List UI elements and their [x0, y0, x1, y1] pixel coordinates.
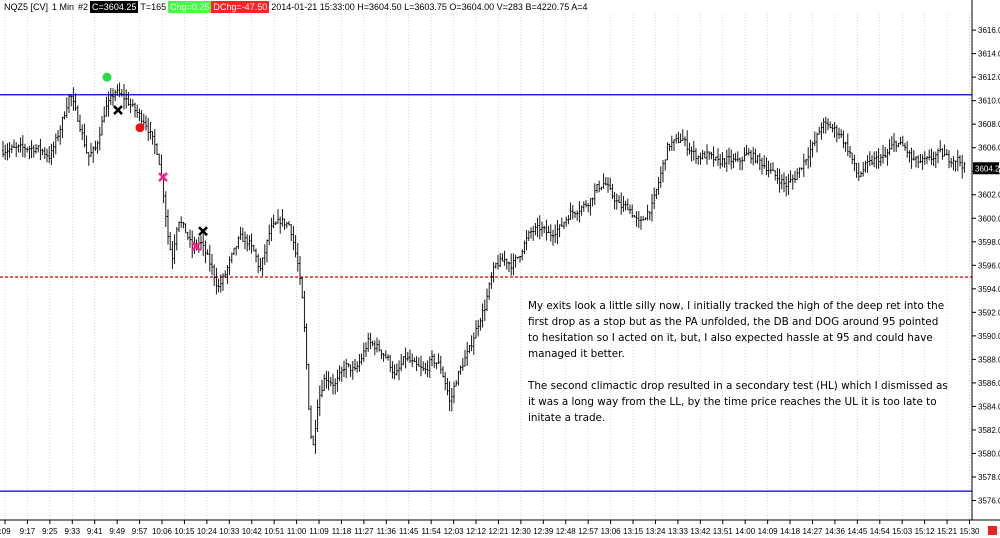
time-tick-label: :09 — [0, 527, 11, 536]
symbol-label: NQZ5 [CV] — [4, 2, 49, 12]
time-tick-label: 13:06 — [601, 527, 622, 536]
black-exit-cross — [113, 105, 123, 115]
price-tick-label: 3578.00 — [978, 473, 1000, 482]
time-tick-label: 14:27 — [802, 527, 823, 536]
time-tick-label: 12:48 — [556, 527, 577, 536]
time-tick-label: 10:15 — [174, 527, 195, 536]
change-value: Chg=0.25 — [168, 1, 212, 13]
price-tick-label: 3596.00 — [978, 261, 1000, 270]
chart-info-bar: NQZ5 [CV] 1 Min #2 C=3604.25 T=165 Chg=0… — [2, 1, 588, 13]
time-tick-label: 12:03 — [444, 527, 465, 536]
time-tick-label: 11:00 — [287, 527, 307, 536]
daily-change-value: DChg=-47.50 — [211, 1, 270, 13]
time-tick-label: 9:25 — [42, 527, 58, 536]
candlestick-series — [2, 82, 966, 454]
time-tick-label: 13:15 — [623, 527, 644, 536]
trade-annotation: My exits look a little silly now, I init… — [528, 298, 948, 442]
close-value: C=3604.25 — [90, 1, 139, 13]
time-tick-label: 9:17 — [20, 527, 36, 536]
price-tick-label: 3580.00 — [978, 449, 1000, 458]
time-axis[interactable]: :09 9:17 9:25 9:33 9:41 9:49 9:57 10:06 10:15 10:… — [0, 519, 1000, 536]
price-tick-label: 3582.00 — [978, 426, 1000, 435]
time-tick-label: 15:03 — [892, 527, 913, 536]
time-tick-label: 12:12 — [466, 527, 487, 536]
red-entry-dot — [135, 123, 145, 133]
black-exit-cross — [198, 226, 208, 237]
trade-markers — [102, 72, 208, 252]
time-tick-label: 10:42 — [242, 527, 263, 536]
time-tick-label: 14:18 — [780, 527, 801, 536]
time-tick-label: 14:54 — [870, 527, 891, 536]
horizontal-lines — [0, 94, 972, 492]
time-tick-label: 9:33 — [65, 527, 81, 536]
time-tick-label: 10:51 — [264, 527, 285, 536]
time-tick-label: 12:21 — [488, 527, 509, 536]
annotation-paragraph-2: The second climactic drop resulted in a … — [528, 380, 948, 424]
price-tick-label: 3588.00 — [978, 355, 1000, 364]
time-tick-label: 9:57 — [132, 527, 148, 536]
time-tick-label: 12:57 — [578, 527, 599, 536]
green-entry-dot — [102, 72, 112, 82]
time-tick-label: 14:45 — [847, 527, 868, 536]
time-tick-label: 11:54 — [421, 527, 441, 536]
price-tick-label: 3608.00 — [978, 120, 1000, 129]
price-tick-label: 3594.00 — [978, 285, 1000, 294]
annotation-paragraph-1: My exits look a little silly now, I init… — [528, 300, 945, 360]
alert-indicator-icon[interactable] — [988, 526, 997, 535]
price-tick-label: 3590.00 — [978, 332, 1000, 341]
cross-stroke — [198, 226, 208, 237]
cross-stroke — [158, 172, 168, 182]
time-tick-label: 12:39 — [533, 527, 554, 536]
cross-stroke — [191, 241, 201, 252]
price-tick-label: 3598.00 — [978, 238, 1000, 247]
time-tick-label: 13:51 — [713, 527, 734, 536]
price-tick-label: 3602.00 — [978, 191, 1000, 200]
time-tick-label: 12:30 — [511, 527, 532, 536]
chart-grid — [4, 14, 970, 520]
time-tick-label: 15:12 — [915, 527, 936, 536]
time-tick-label: 14:00 — [735, 527, 756, 536]
time-tick-label: 9:49 — [109, 527, 125, 536]
time-tick-label: 13:24 — [645, 527, 666, 536]
time-tick-label: 13:33 — [668, 527, 689, 536]
time-tick-label: 11:09 — [309, 527, 329, 536]
interval-label: 1 Min — [52, 2, 75, 12]
time-tick-label: 10:33 — [219, 527, 240, 536]
time-tick-label: 10:06 — [152, 527, 173, 536]
time-tick-label: 15:21 — [937, 527, 958, 536]
pink-exit-cross — [158, 172, 168, 182]
price-tick-label: 3606.00 — [978, 144, 1000, 153]
price-tick-label: 3600.00 — [978, 214, 1000, 223]
time-tick-label: 14:09 — [758, 527, 779, 536]
time-tick-label: 14:36 — [825, 527, 846, 536]
price-axis[interactable]: 3576.00 3578.00 3580.00 3582.00 3584.00 3586.… — [971, 0, 1000, 520]
time-tick-label: 13:42 — [690, 527, 711, 536]
last-price-label: 3604.25 — [975, 164, 1000, 173]
time-tick-label: 10:24 — [197, 527, 218, 536]
bar-stats: 2014-01-21 15:33:00 H=3604.50 L=3603.75 … — [271, 2, 588, 12]
time-tick-label: 15:30 — [959, 527, 980, 536]
last-price-badge — [973, 162, 999, 175]
pink-exit-cross — [191, 241, 201, 252]
time-tick-label: 11:18 — [332, 527, 352, 536]
price-tick-label: 3592.00 — [978, 308, 1000, 317]
price-tick-label: 3586.00 — [978, 379, 1000, 388]
price-tick-label: 3610.00 — [978, 97, 1000, 106]
time-tick-label: 11:36 — [377, 527, 397, 536]
ticks-value: T=165 — [140, 2, 167, 12]
time-tick-label: 9:41 — [87, 527, 103, 536]
price-tick-label: 3614.00 — [978, 50, 1000, 59]
price-tick-label: 3612.00 — [978, 73, 1000, 82]
cross-stroke — [113, 105, 123, 115]
time-tick-label: 11:45 — [399, 527, 419, 536]
price-tick-label: 3576.00 — [978, 497, 1000, 506]
chart-number: #2 — [78, 2, 89, 12]
time-tick-label: 11:27 — [354, 527, 374, 536]
price-tick-label: 3616.00 — [978, 26, 1000, 35]
price-tick-label: 3584.00 — [978, 402, 1000, 411]
